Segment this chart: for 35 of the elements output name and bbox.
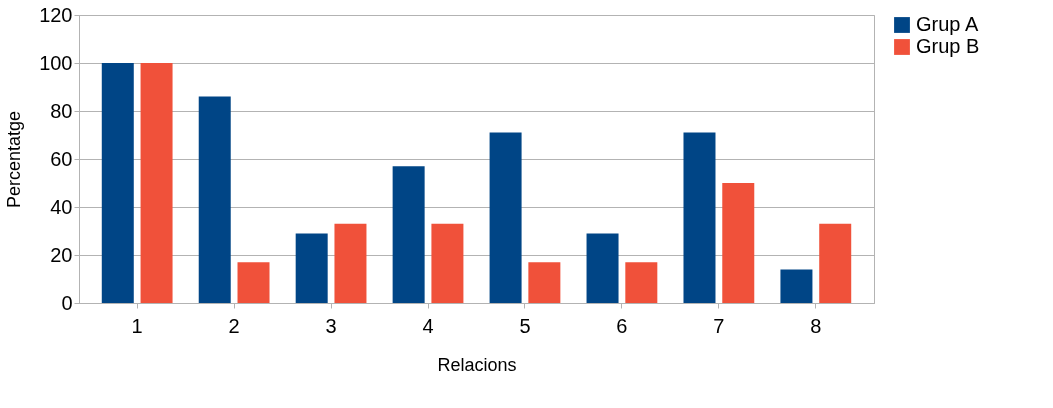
- bar: [431, 223, 464, 303]
- x-axis-title: Relacions: [437, 354, 517, 375]
- bar: [780, 269, 813, 303]
- x-tick-label: 7: [713, 314, 725, 337]
- bar: [101, 63, 134, 303]
- x-tick-label: 6: [616, 314, 628, 337]
- bar: [295, 233, 328, 303]
- y-tick-label: 40: [50, 195, 73, 218]
- legend-label: Grup B: [916, 35, 980, 57]
- y-tick-label: 100: [39, 51, 73, 74]
- bar: [683, 132, 716, 303]
- y-tick-label: 0: [61, 291, 73, 314]
- bar: [722, 183, 755, 303]
- x-tick-label: 1: [131, 314, 143, 337]
- y-tick-label: 120: [39, 3, 73, 26]
- legend-label: Grup A: [916, 13, 979, 35]
- y-tick-label: 80: [50, 99, 73, 122]
- bar: [140, 63, 173, 303]
- x-tick-label: 2: [228, 314, 240, 337]
- y-axis-title: Percentatge: [4, 110, 25, 209]
- x-tick-label: 4: [422, 314, 434, 337]
- bar: [489, 132, 522, 303]
- x-tick-label: 5: [519, 314, 531, 337]
- y-tick-label: 20: [50, 243, 73, 266]
- bar: [528, 262, 561, 303]
- y-tick-label: 60: [50, 147, 73, 170]
- x-tick-label: 3: [325, 314, 337, 337]
- bar: [198, 96, 231, 303]
- bar: [237, 262, 270, 303]
- x-tick-label: 8: [810, 314, 822, 337]
- bar: [334, 223, 367, 303]
- bar: [625, 262, 658, 303]
- bar: [819, 223, 852, 303]
- bar: [392, 166, 425, 303]
- bar: [586, 233, 619, 303]
